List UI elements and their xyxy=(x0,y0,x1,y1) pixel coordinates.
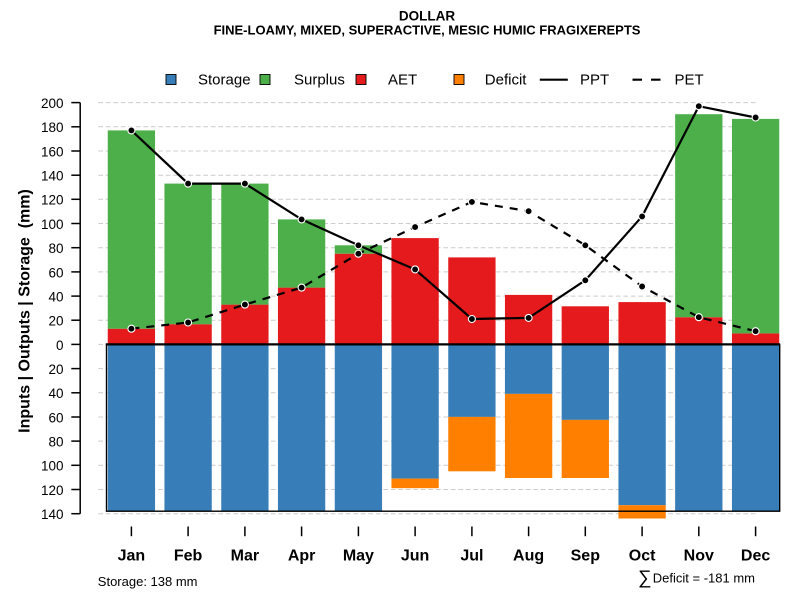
svg-text:40: 40 xyxy=(48,290,63,305)
svg-text:Oct: Oct xyxy=(629,548,656,565)
svg-text:20: 20 xyxy=(48,314,63,329)
svg-text:Dec: Dec xyxy=(741,548,770,565)
svg-text:AET: AET xyxy=(388,72,417,89)
svg-text:PET: PET xyxy=(675,72,704,89)
svg-text:140: 140 xyxy=(41,507,64,522)
svg-text:180: 180 xyxy=(41,120,64,135)
svg-text:Apr: Apr xyxy=(288,548,316,565)
svg-text:Sep: Sep xyxy=(571,548,601,565)
svg-text:∑: ∑ xyxy=(638,568,652,589)
svg-text:Jun: Jun xyxy=(401,548,429,565)
svg-text:40: 40 xyxy=(48,386,63,401)
svg-text:Surplus: Surplus xyxy=(294,72,345,89)
svg-text:Mar: Mar xyxy=(231,548,259,565)
svg-text:80: 80 xyxy=(48,435,63,450)
svg-text:20: 20 xyxy=(48,362,63,377)
svg-text:PPT: PPT xyxy=(580,72,609,89)
svg-text:140: 140 xyxy=(41,169,64,184)
svg-text:Storage: 138 mm: Storage: 138 mm xyxy=(98,574,198,589)
svg-text:Feb: Feb xyxy=(174,548,203,565)
svg-text:May: May xyxy=(343,548,374,565)
svg-text:Deficit = -181 mm: Deficit = -181 mm xyxy=(653,571,755,586)
svg-text:Nov: Nov xyxy=(684,548,714,565)
svg-text:120: 120 xyxy=(41,193,64,208)
svg-text:200: 200 xyxy=(41,96,64,111)
svg-text:0: 0 xyxy=(56,338,64,353)
svg-text:Storage: Storage xyxy=(198,72,251,89)
svg-text:Jul: Jul xyxy=(460,548,483,565)
svg-text:80: 80 xyxy=(48,241,63,256)
svg-text:120: 120 xyxy=(41,483,64,498)
svg-text:60: 60 xyxy=(48,265,63,280)
svg-text:Deficit: Deficit xyxy=(485,72,528,89)
svg-text:DOLLAR: DOLLAR xyxy=(399,9,455,24)
svg-text:100: 100 xyxy=(41,217,64,232)
svg-text:100: 100 xyxy=(41,459,64,474)
svg-text:160: 160 xyxy=(41,144,64,159)
svg-text:Inputs | Outputs | Storage (m: Inputs | Outputs | Storage (mm) xyxy=(17,189,34,433)
svg-text:60: 60 xyxy=(48,410,63,425)
svg-text:Jan: Jan xyxy=(118,548,146,565)
svg-text:FINE-LOAMY, MIXED, SUPERACTIVE: FINE-LOAMY, MIXED, SUPERACTIVE, MESIC HU… xyxy=(214,22,641,37)
svg-text:Aug: Aug xyxy=(513,548,544,565)
